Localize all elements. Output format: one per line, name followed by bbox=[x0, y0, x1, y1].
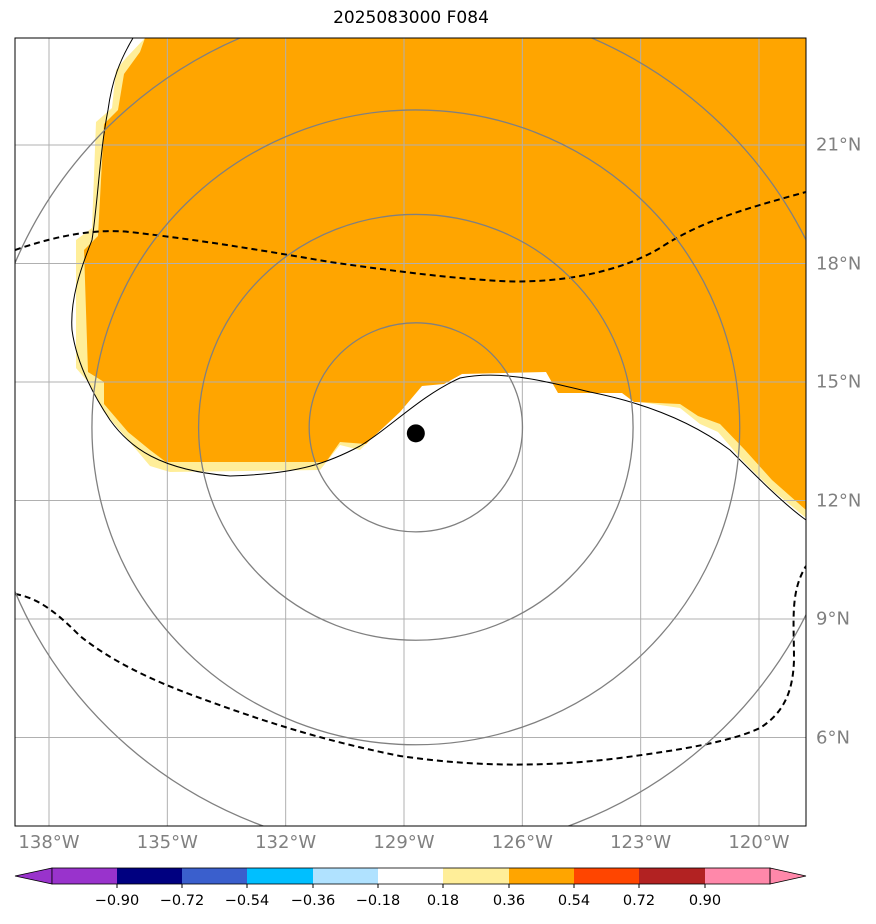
latitude-label: 18°N bbox=[816, 253, 862, 274]
storm-center-marker bbox=[406, 424, 425, 443]
colorbar-segment bbox=[574, 868, 639, 884]
latitude-label: 9°N bbox=[816, 608, 850, 630]
colorbar-tick-label: 0.90 bbox=[688, 893, 722, 909]
colorbar-segment bbox=[52, 868, 117, 884]
dashed-contour-south bbox=[15, 565, 806, 766]
colorbar-segment bbox=[117, 868, 182, 884]
colorbar-tick-label: −0.36 bbox=[290, 893, 336, 909]
colorbar bbox=[14, 867, 807, 888]
dashed-contour-north bbox=[15, 191, 806, 283]
latitude-label: 6°N bbox=[816, 727, 850, 748]
colorbar-segment bbox=[378, 868, 443, 884]
map-frame bbox=[14, 37, 807, 827]
colorbar-segment bbox=[443, 868, 509, 884]
longitude-label: 135°W bbox=[136, 832, 198, 853]
positive-anomaly-fill bbox=[84, 38, 806, 510]
longitude-label: 138°W bbox=[18, 832, 80, 853]
latitude-label: 12°N bbox=[816, 490, 862, 511]
longitude-label: 123°W bbox=[610, 832, 672, 853]
longitude-label: 120°W bbox=[728, 832, 790, 853]
colorbar-tick-label: 0.54 bbox=[557, 893, 591, 909]
colorbar-segment bbox=[639, 868, 705, 884]
colorbar-tick-label: −0.72 bbox=[159, 893, 205, 909]
colorbar-frame bbox=[51, 867, 771, 885]
longitude-label: 129°W bbox=[373, 832, 435, 853]
zero-contour bbox=[71, 38, 806, 521]
colorbar-tick-label: 0.18 bbox=[426, 893, 460, 909]
colorbar-tick-label: 0.36 bbox=[492, 893, 526, 909]
colorbar-segment bbox=[509, 868, 574, 884]
range-ring bbox=[308, 322, 524, 533]
latitude-label: 15°N bbox=[816, 371, 862, 393]
colorbar-segment bbox=[247, 868, 313, 884]
map-title: 2025083000 F084 bbox=[333, 8, 489, 28]
latitude-label: 21°N bbox=[816, 134, 862, 156]
range-ring bbox=[91, 109, 741, 746]
range-ring bbox=[197, 213, 634, 641]
longitude-label: 132°W bbox=[255, 832, 317, 853]
colorbar-tick-label: −0.54 bbox=[224, 893, 270, 909]
longitude-label: 126°W bbox=[491, 832, 553, 853]
colorbar-tick-label: −0.18 bbox=[355, 893, 401, 909]
colorbar-extend-low bbox=[14, 867, 53, 885]
colorbar-tick-label: 0.72 bbox=[622, 893, 656, 909]
colorbar-segment bbox=[313, 868, 378, 884]
colorbar-segment bbox=[705, 868, 770, 884]
colorbar-tick-label: −0.90 bbox=[94, 893, 140, 909]
colorbar-extend-high bbox=[769, 867, 807, 885]
colorbar-segment bbox=[182, 868, 247, 884]
